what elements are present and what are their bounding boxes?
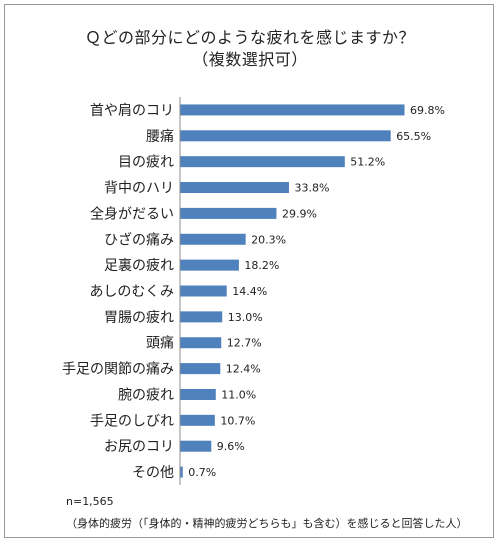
category-label: 背中のハリ [104,181,174,197]
value-label: 29.9% [282,207,317,220]
value-label: 11.0% [221,388,256,401]
category-label: 手足の関節の痛み [62,361,174,378]
value-label: 9.6% [217,440,245,453]
value-label: 33.8% [294,182,329,195]
category-label: 手足のしびれ [90,413,174,429]
bar [180,259,239,271]
bar [180,182,289,194]
category-label: あしのむくみ [89,284,174,300]
bar [180,285,227,297]
category-label: 頭痛 [146,335,174,352]
bar [180,207,277,219]
sample-size: n=1,565 [66,495,114,508]
bar [180,363,221,375]
value-label: 69.8% [410,104,445,117]
chart-title: Ｑどの部分にどのような疲れを感じますか？ [84,28,415,47]
bar [180,311,223,323]
category-label: 首や肩のコリ [90,103,174,119]
category-label: ひざの痛み [104,231,174,248]
bar [180,388,216,400]
category-label: 胃腸の疲れ [104,309,174,326]
bar [180,414,215,426]
value-label: 51.2% [350,156,385,169]
bar [180,337,222,349]
category-label: その他 [132,465,174,481]
bar [180,440,212,452]
bar [180,466,183,478]
value-label: 65.5% [396,130,431,143]
category-label: 目の疲れ [118,154,174,171]
bar [180,104,405,116]
value-label: 13.0% [228,311,263,324]
category-label: 足裏の疲れ [104,257,174,274]
value-label: 12.7% [227,337,262,350]
category-label: 腰痛 [146,128,174,145]
bar [180,156,345,168]
category-label: 全身がだるい [90,205,174,222]
value-label: 14.4% [232,285,267,298]
respondent-note: （身体的疲労（「身体的・精神的疲労どちらも」も含む）を感じると回答した人） [66,517,468,530]
value-label: 10.7% [220,414,255,427]
value-label: 18.2% [244,259,279,272]
chart-subtitle: （複数選択可） [192,50,308,69]
chart-frame [4,4,494,538]
value-label: 20.3% [251,233,286,246]
value-label: 12.4% [226,363,261,376]
bar [180,233,246,245]
category-label: お尻のコリ [104,439,174,455]
bar [180,130,391,142]
value-label: 0.7% [188,466,216,479]
category-label: 腕の疲れ [118,386,174,403]
